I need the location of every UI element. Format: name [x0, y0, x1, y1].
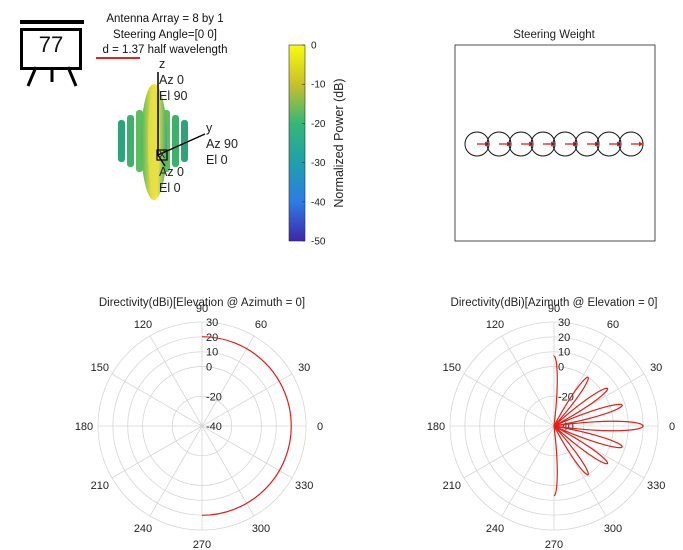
easel-legs-icon [26, 66, 78, 87]
polar-angle-label: 330 [647, 480, 665, 492]
polar-spoke [463, 425, 555, 479]
polar-radial-label: 30 [206, 317, 218, 329]
polar-angle-label: 300 [252, 523, 270, 535]
polar-angle-label: 90 [548, 303, 560, 315]
polar-angle-label: 330 [295, 480, 313, 492]
polar-radial-label: -40 [206, 421, 222, 433]
easel-icon [20, 20, 84, 24]
polar-spoke [201, 425, 293, 479]
polar-spoke [201, 425, 255, 517]
polar-angle-label: 180 [427, 421, 445, 433]
polar-spoke [111, 425, 203, 479]
polar-angle-label: 90 [196, 303, 208, 315]
polar-title: Directivity(dBi)[Elevation @ Azimuth = 0… [99, 297, 305, 309]
z-axis-label: z [159, 57, 165, 71]
z-axis-az: Az 0 [159, 73, 184, 87]
colorbar-tick-label: -20 [311, 119, 326, 130]
polar-radial-label: 10 [558, 347, 570, 359]
polar-angle-label: 30 [650, 362, 662, 374]
x-axis-az: Az 0 [159, 165, 184, 179]
polar-angle-label: 0 [317, 421, 323, 433]
x-axis-el: El 0 [159, 181, 181, 195]
polar-radial-label: 10 [206, 347, 218, 359]
polar-angle-label: 60 [255, 319, 267, 331]
polar-spoke [201, 335, 255, 427]
y-axis-el: El 0 [206, 153, 228, 167]
colorbar-tick-label: 0 [311, 41, 317, 52]
steering-title: Steering Weight [513, 29, 595, 41]
polar-radial-label: -20 [206, 391, 222, 403]
y-axis-az: Az 90 [206, 137, 238, 151]
colorbar-tick-label: -50 [311, 237, 326, 248]
polar-series-line [201, 336, 292, 516]
polar-angle-label: 270 [545, 539, 563, 550]
colorbar [288, 44, 306, 242]
polar-spoke [149, 425, 203, 517]
polar-angle-label: 210 [91, 480, 109, 492]
polar-radial-label: 0 [206, 362, 212, 374]
badge-number: 77 [38, 32, 64, 57]
polar-radial-label: 20 [558, 332, 570, 344]
polar-spoke [111, 373, 203, 427]
polar-elevation: Directivity(dBi)[Elevation @ Azimuth = 0… [75, 297, 323, 550]
polar-angle-label: 120 [134, 319, 152, 331]
polar-spoke [501, 335, 555, 427]
polar-angle-label: 0 [669, 421, 675, 433]
z-axis-el: El 90 [159, 89, 188, 103]
polar-spoke [149, 335, 203, 427]
polar-angle-label: 240 [486, 523, 504, 535]
header-line-2: Steering Angle=[0 0] [113, 29, 217, 41]
polar-series-line [553, 355, 644, 497]
polar-azimuth: Directivity(dBi)[Azimuth @ Elevation = 0… [427, 297, 675, 550]
steering-elements [464, 131, 644, 157]
polar-angle-label: 240 [134, 523, 152, 535]
header-line-1: Antenna Array = 8 by 1 [106, 13, 224, 25]
polar-spoke [463, 373, 555, 427]
colorbar-tick-label: -10 [311, 80, 326, 91]
x-axis-label: x [159, 147, 166, 161]
colorbar-tick-label: -30 [311, 158, 326, 169]
colorbar-tick-label: -40 [311, 197, 326, 208]
polar-angle-label: 300 [604, 523, 622, 535]
header-line-3: d = 1.37 half wavelength [102, 44, 228, 56]
polar-angle-label: 180 [75, 421, 93, 433]
colorbar-ticks: 0 -10 -20 -30 -40 -50 [302, 41, 326, 248]
polar-angle-label: 270 [193, 539, 211, 550]
polar-radial-label: 0 [558, 362, 564, 374]
y-axis [157, 133, 206, 156]
polar-angle-label: 210 [443, 480, 461, 492]
pattern-3d [118, 72, 206, 200]
polar-title: Directivity(dBi)[Azimuth @ Elevation = 0… [451, 297, 658, 309]
polar-angle-label: 150 [443, 362, 461, 374]
polar-radial-label: 30 [558, 317, 570, 329]
colorbar-label: Normalized Power (dB) [332, 78, 346, 207]
polar-angle-label: 120 [486, 319, 504, 331]
polar-angle-label: 60 [607, 319, 619, 331]
polar-spoke [201, 373, 293, 427]
polar-angle-label: 30 [298, 362, 310, 374]
weight-arrowhead [639, 141, 643, 147]
polar-spoke [501, 425, 555, 517]
y-axis-label: y [206, 121, 213, 135]
polar-radial-label: -20 [558, 391, 574, 403]
polar-angle-label: 150 [91, 362, 109, 374]
